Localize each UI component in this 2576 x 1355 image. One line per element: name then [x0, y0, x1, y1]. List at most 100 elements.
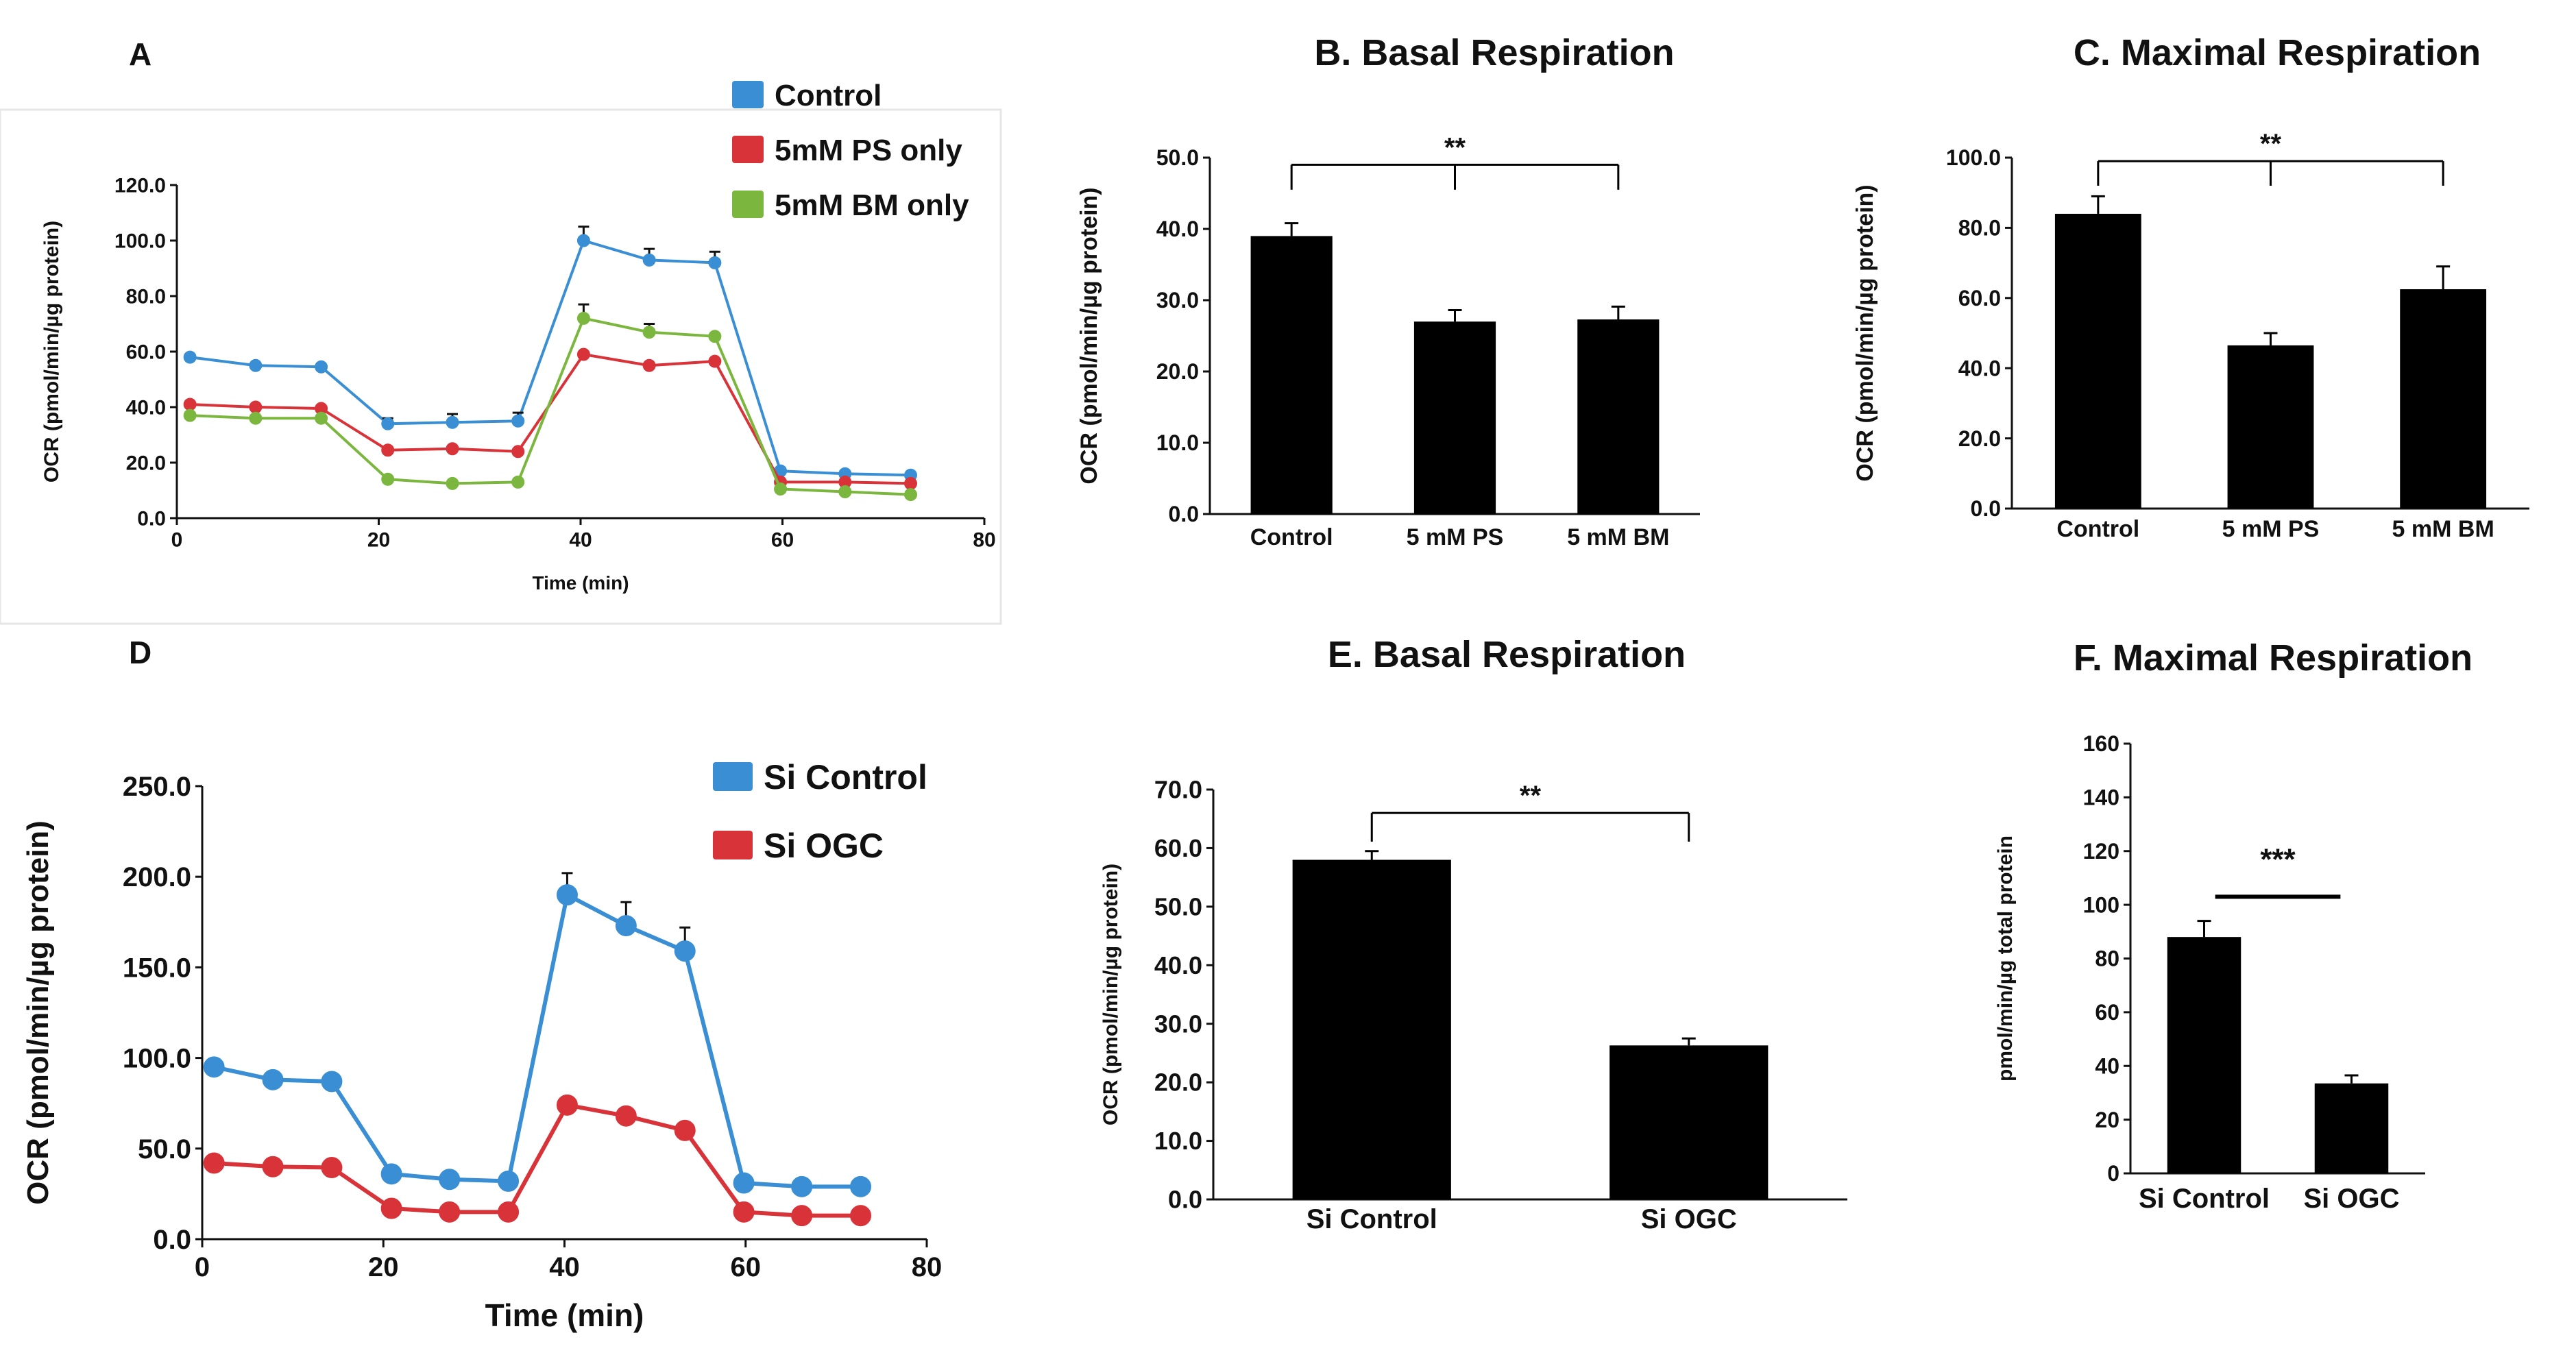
x-tick-label: 40 [549, 1252, 580, 1282]
data-point [183, 350, 197, 364]
y-tick-label: 100.0 [1946, 145, 2001, 170]
chart-f: pmol/min/µg total protein F. Maximal Resp… [1994, 637, 2472, 1214]
y-tick-label: 20.0 [1958, 426, 2001, 451]
category-label: Si OGC [1641, 1204, 1737, 1234]
y-tick-label: 50.0 [1156, 145, 1199, 170]
data-point [511, 414, 525, 428]
category-label: Si OGC [2303, 1184, 2399, 1214]
significance-bracket: ** [2097, 129, 2444, 186]
y-tick-label: 40 [2095, 1053, 2119, 1078]
bar [1577, 319, 1660, 514]
series-si-ogc: Si OGC [203, 827, 884, 1227]
bar [2400, 289, 2487, 509]
data-point [791, 1175, 813, 1197]
data-point [556, 884, 578, 906]
y-tick-label: 150.0 [123, 953, 191, 983]
y-tick-label: 20 [2095, 1108, 2119, 1132]
category-label: 5 mM PS [1407, 524, 1504, 550]
significance-bracket: ** [1370, 781, 1690, 842]
y-tick-label: 0.0 [1168, 1186, 1202, 1214]
significance-line: *** [2215, 842, 2341, 899]
data-point [576, 311, 590, 325]
y-tick-label: 250.0 [123, 772, 191, 802]
data-point [203, 1056, 225, 1078]
data-point [674, 1119, 696, 1141]
data-point [446, 442, 459, 456]
data-point [446, 476, 459, 490]
series-line [189, 239, 911, 477]
category-label: Control [1250, 524, 1333, 550]
chart-title: F. Maximal Respiration [2074, 637, 2472, 679]
chart-a: OCR (pmol/min/µg protein) 0.0 20.0 40.0 60.0… [0, 79, 1002, 625]
legend-label: Si OGC [764, 827, 884, 865]
bar [1413, 321, 1496, 514]
y-tick-label: 0 [2107, 1161, 2119, 1186]
data-point [249, 411, 263, 425]
panel-letter-d: D [129, 635, 151, 670]
data-point [262, 1069, 284, 1090]
series-5mm-ps-only: 5mM PS only [183, 134, 962, 490]
category-label: Si Control [1307, 1204, 1437, 1234]
y-tick-label: 80 [2095, 947, 2119, 971]
legend-swatch [732, 136, 764, 163]
data-point [576, 347, 590, 361]
data-point [446, 415, 459, 429]
x-tick-label: 20 [368, 1252, 399, 1282]
significance-label: ** [2260, 129, 2282, 159]
bar [2054, 213, 2141, 509]
x-tick-label: 60 [731, 1252, 762, 1282]
x-tick-label: 20 [367, 529, 390, 552]
data-point [321, 1157, 343, 1179]
y-tick-label: 80.0 [126, 286, 166, 308]
data-point [249, 358, 263, 372]
data-point [774, 482, 788, 496]
legend-swatch [732, 191, 764, 218]
chart-b: OCR (pmol/min/µg protein) B. Basal Respir… [1076, 32, 1700, 550]
data-point [791, 1205, 813, 1227]
category-label: 5 mM BM [2392, 516, 2494, 542]
y-tick-label: 100.0 [123, 1044, 191, 1074]
series-line [190, 317, 911, 496]
x-tick-label: 80 [973, 529, 995, 552]
category-label: 5 mM BM [1567, 524, 1669, 550]
chart-e: OCR (pmol/min/µg protein) E. Basal Respir… [1099, 634, 1847, 1234]
data-point [381, 443, 395, 457]
x-tick-label: 0 [171, 529, 183, 552]
data-point [708, 354, 722, 368]
legend-swatch [713, 831, 753, 859]
y-tick-label: 0.0 [1971, 496, 2001, 521]
x-tick-label: 40 [569, 529, 592, 552]
x-tick-label: 0 [195, 1252, 210, 1282]
data-point [183, 408, 197, 422]
data-point [380, 1197, 402, 1219]
y-tick-label: 50.0 [1154, 892, 1202, 920]
y-axis-label: pmol/min/µg total protein [1994, 835, 2017, 1082]
legend-label: 5mM PS only [775, 134, 962, 167]
data-point [615, 1105, 637, 1127]
bar [2314, 1083, 2389, 1173]
y-tick-label: 40.0 [1154, 951, 1202, 979]
y-tick-label: 20.0 [126, 452, 166, 475]
data-point [850, 1175, 872, 1197]
data-point [321, 1071, 343, 1092]
data-point [498, 1201, 520, 1223]
data-point [674, 940, 696, 962]
y-tick-label: 40.0 [1156, 217, 1199, 241]
data-point [381, 417, 395, 430]
data-point [183, 398, 197, 411]
chart-title: B. Basal Respiration [1314, 32, 1674, 73]
data-point [733, 1172, 755, 1194]
y-axis-label: OCR (pmol/min/µg protein) [1852, 184, 1878, 481]
x-tick-label: 60 [771, 529, 794, 552]
data-point [838, 485, 852, 499]
y-tick-label: 30.0 [1154, 1010, 1202, 1038]
panel-letter-a: A [129, 36, 151, 72]
series-si-control: Si Control [203, 758, 927, 1197]
bar [1609, 1045, 1769, 1199]
data-point [511, 445, 525, 459]
y-tick-label: 70.0 [1154, 776, 1202, 804]
x-axis-label: Time (min) [532, 572, 629, 594]
y-tick-label: 80.0 [1958, 216, 2001, 241]
data-point [511, 475, 525, 489]
